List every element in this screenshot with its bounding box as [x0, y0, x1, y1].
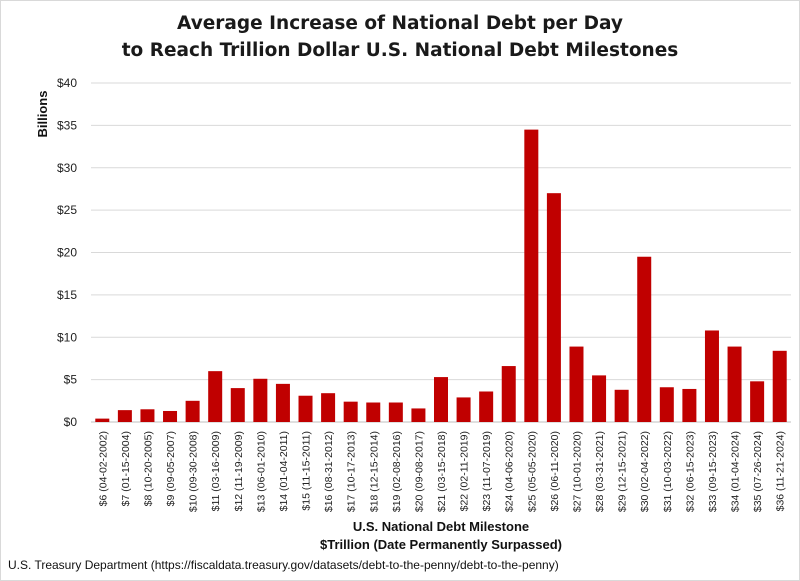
bar [275, 383, 290, 422]
bar [637, 256, 652, 422]
bar [366, 402, 381, 422]
bar [117, 410, 132, 422]
x-tick-label: $13 (06-01-2010) [255, 431, 267, 512]
bar [750, 381, 765, 422]
y-tick-label: $0 [64, 415, 78, 429]
source-note: U.S. Treasury Department (https://fiscal… [8, 558, 559, 572]
bar [95, 418, 110, 422]
bar [524, 129, 539, 423]
bar [298, 395, 313, 422]
x-tick-label: $33 (09-15-2023) [707, 431, 719, 512]
x-tick-label: $6 (04-02-2002) [97, 431, 109, 506]
bar [163, 410, 178, 422]
bar [727, 346, 742, 422]
x-tick-label: $34 (01-04-2024) [730, 431, 742, 512]
x-tick-label: $31 (10-03-2022) [662, 431, 674, 512]
x-tick-label: $27 (10-01-2020) [571, 431, 583, 512]
chart-title: Average Increase of National Debt per Da… [122, 13, 679, 61]
x-tick-label: $26 (06-11-2020) [549, 431, 561, 511]
bar [185, 400, 200, 422]
bar [592, 375, 607, 422]
x-tick-label: $21 (03-15-2018) [436, 431, 448, 512]
chart-title-line-1: Average Increase of National Debt per Da… [177, 13, 623, 34]
x-axis-ticks: $6 (04-02-2002) $7 (01-15-2004) $8 (10-20-… [97, 431, 786, 512]
bar [321, 393, 336, 422]
x-tick-label: $17 (10-17-2013) [346, 431, 358, 512]
x-tick-label: $15 (11-15-2011) [301, 431, 313, 511]
x-tick-label: $25 (05-05-2020) [526, 431, 538, 512]
x-tick-label: $10 (09-30-2008) [188, 431, 200, 512]
x-tick-label: $12 (11-19-2009) [233, 431, 245, 511]
x-tick-label: $29 (12-15-2021) [617, 431, 629, 512]
x-tick-label: $19 (02-08-2016) [391, 431, 403, 512]
bar [411, 408, 426, 422]
bar [208, 371, 223, 422]
bar [456, 397, 471, 422]
y-axis-title: Billions [35, 91, 50, 138]
bar [479, 391, 494, 422]
bar [140, 409, 155, 422]
x-tick-label: $18 (12-15-2014) [368, 431, 380, 512]
y-axis-ticks: $0 $5 $10 $15 $20 $25 $30 $35 $40 [57, 76, 77, 429]
bar [659, 387, 674, 422]
x-tick-label: $22 (02-11-2019) [459, 431, 471, 511]
x-tick-label: $9 (09-05-2007) [165, 431, 177, 506]
y-tick-label: $30 [57, 161, 77, 175]
bar [614, 389, 629, 422]
x-tick-label: $35 (07-26-2024) [752, 431, 764, 512]
x-tick-label: $20 (09-08-2017) [413, 431, 425, 512]
y-tick-label: $15 [57, 288, 77, 302]
bar [682, 388, 697, 422]
bar [343, 401, 358, 422]
bar [434, 377, 448, 422]
x-tick-label: $23 (11-07-2019) [481, 431, 493, 511]
bar [704, 330, 719, 422]
bars [95, 129, 787, 423]
chart-title-line-2: to Reach Trillion Dollar U.S. National D… [122, 40, 679, 61]
bar [569, 346, 584, 422]
bar [388, 402, 403, 422]
x-tick-label: $24 (04-06-2020) [504, 431, 516, 512]
bar [772, 350, 787, 422]
y-tick-label: $35 [57, 118, 77, 132]
x-axis-title-line-2: $Trillion (Date Permanently Surpassed) [320, 537, 562, 552]
y-tick-label: $40 [57, 76, 77, 90]
x-tick-label: $8 (10-20-2005) [142, 431, 154, 506]
y-tick-label: $10 [57, 330, 77, 344]
x-tick-label: $30 (02-04-2022) [639, 431, 651, 512]
x-tick-label: $7 (01-15-2004) [120, 431, 132, 506]
x-tick-label: $16 (08-31-2012) [323, 431, 335, 512]
x-tick-label: $14 (01-04-2011) [278, 431, 290, 511]
bar [501, 366, 516, 422]
bar [546, 193, 561, 422]
x-tick-label: $28 (03-31-2021) [594, 431, 606, 512]
y-tick-label: $5 [64, 373, 78, 387]
bar [230, 388, 245, 422]
x-tick-label: $32 (06-15-2023) [684, 431, 696, 512]
bar [253, 378, 268, 422]
x-tick-label: $11 (03-16-2009) [210, 431, 222, 511]
gridlines [91, 82, 791, 423]
x-tick-label: $36 (11-21-2024) [775, 431, 787, 511]
x-axis-title-line-1: U.S. National Debt Milestone [353, 519, 529, 534]
y-tick-label: $20 [57, 246, 77, 260]
y-tick-label: $25 [57, 203, 77, 217]
